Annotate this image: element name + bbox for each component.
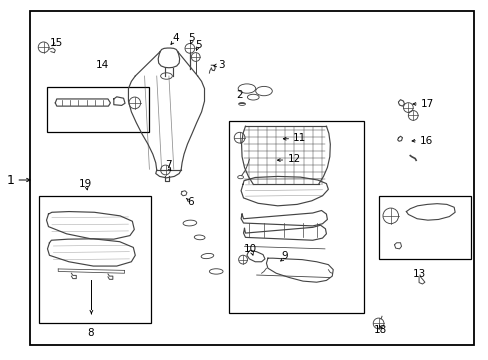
Text: 16: 16: [419, 136, 432, 145]
Bar: [47, 87, 149, 132]
Text: 4: 4: [173, 33, 179, 43]
Text: 17: 17: [420, 99, 433, 109]
Text: 13: 13: [411, 269, 425, 279]
Text: 5: 5: [194, 40, 201, 50]
Text: 6: 6: [187, 197, 194, 207]
Text: 3: 3: [217, 59, 224, 69]
Text: 7: 7: [164, 160, 171, 170]
Text: 5: 5: [188, 33, 195, 43]
Text: 1: 1: [6, 174, 14, 186]
Text: 2: 2: [236, 90, 243, 100]
Text: 14: 14: [95, 59, 108, 69]
Text: 8: 8: [87, 328, 94, 338]
Text: 11: 11: [293, 133, 306, 143]
Text: 10: 10: [244, 244, 257, 254]
Text: 12: 12: [287, 154, 300, 164]
Text: 9: 9: [281, 251, 288, 261]
Bar: [39, 196, 151, 323]
Text: 15: 15: [50, 38, 63, 48]
Bar: [228, 121, 363, 313]
Text: 19: 19: [79, 179, 92, 189]
Bar: [378, 196, 470, 259]
Text: 18: 18: [373, 325, 386, 335]
